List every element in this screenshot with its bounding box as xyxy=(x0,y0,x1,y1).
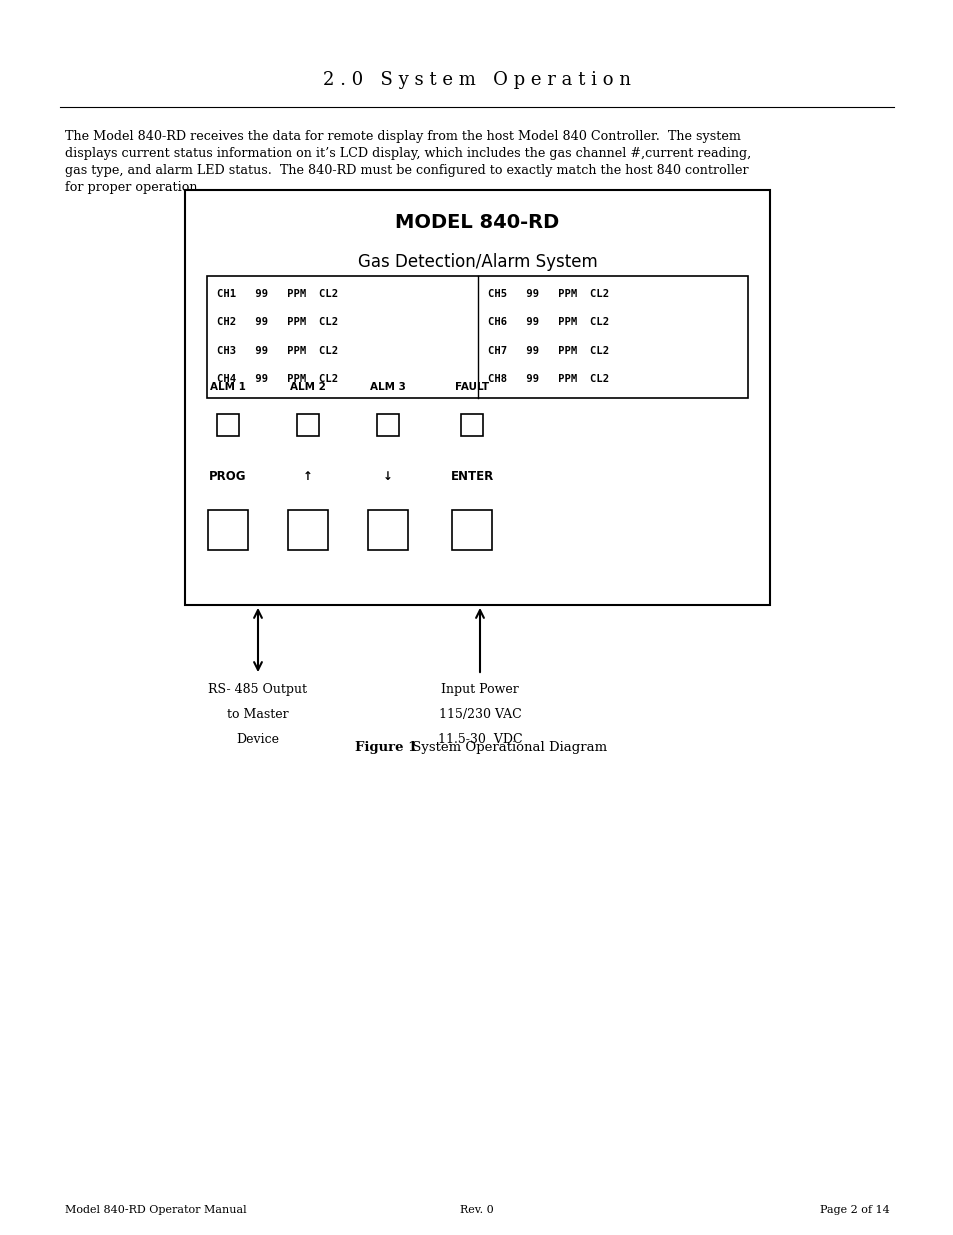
Text: ↑: ↑ xyxy=(303,471,313,483)
Text: The Model 840-RD receives the data for remote display from the host Model 840 Co: The Model 840-RD receives the data for r… xyxy=(65,130,750,194)
Text: Rev. 0: Rev. 0 xyxy=(459,1205,494,1215)
Text: ↓: ↓ xyxy=(383,471,393,483)
Text: CH2   99   PPM  CL2: CH2 99 PPM CL2 xyxy=(216,317,337,327)
Text: MODEL 840-RD: MODEL 840-RD xyxy=(395,212,559,231)
Text: CH1   99   PPM  CL2: CH1 99 PPM CL2 xyxy=(216,289,337,299)
Text: Model 840-RD Operator Manual: Model 840-RD Operator Manual xyxy=(65,1205,247,1215)
Bar xyxy=(288,510,328,550)
Text: PROG: PROG xyxy=(209,471,247,483)
Text: Figure 1: Figure 1 xyxy=(355,741,417,753)
Text: ALM 1: ALM 1 xyxy=(210,382,246,391)
Text: ALM 2: ALM 2 xyxy=(290,382,326,391)
Text: CH3   99   PPM  CL2: CH3 99 PPM CL2 xyxy=(216,346,337,356)
Bar xyxy=(207,275,747,398)
Text: 2 . 0   S y s t e m   O p e r a t i o n: 2 . 0 S y s t e m O p e r a t i o n xyxy=(323,70,630,89)
Bar xyxy=(185,190,769,605)
Text: CH8   99   PPM  CL2: CH8 99 PPM CL2 xyxy=(487,374,608,384)
Bar xyxy=(368,510,408,550)
Text: Device: Device xyxy=(236,734,279,746)
Text: ENTER: ENTER xyxy=(450,471,493,483)
Bar xyxy=(296,414,318,436)
Text: RS- 485 Output: RS- 485 Output xyxy=(209,683,307,697)
Text: CH6   99   PPM  CL2: CH6 99 PPM CL2 xyxy=(487,317,608,327)
Bar xyxy=(460,414,482,436)
Text: CH4   99   PPM  CL2: CH4 99 PPM CL2 xyxy=(216,374,337,384)
Text: ALM 3: ALM 3 xyxy=(370,382,406,391)
Text: to Master: to Master xyxy=(227,708,289,721)
Text: CH5   99   PPM  CL2: CH5 99 PPM CL2 xyxy=(487,289,608,299)
Bar xyxy=(216,414,239,436)
Text: 115/230 VAC: 115/230 VAC xyxy=(438,708,521,721)
Text: System Operational Diagram: System Operational Diagram xyxy=(408,741,606,753)
Text: Page 2 of 14: Page 2 of 14 xyxy=(820,1205,889,1215)
Bar xyxy=(452,510,492,550)
Text: 11.5-30  VDC: 11.5-30 VDC xyxy=(437,734,521,746)
Text: Input Power: Input Power xyxy=(440,683,518,697)
Text: CH7   99   PPM  CL2: CH7 99 PPM CL2 xyxy=(487,346,608,356)
Bar xyxy=(208,510,248,550)
Text: FAULT: FAULT xyxy=(455,382,489,391)
Text: Gas Detection/Alarm System: Gas Detection/Alarm System xyxy=(357,253,597,270)
Bar xyxy=(376,414,398,436)
